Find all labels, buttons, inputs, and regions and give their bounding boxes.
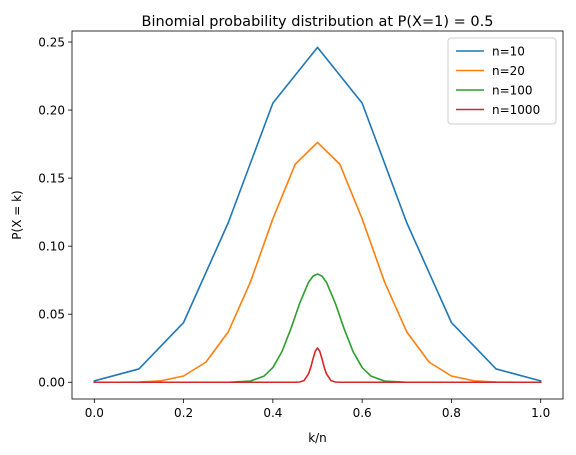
legend-label-2: n=100: [492, 83, 533, 97]
x-tick-label: 0.4: [263, 406, 282, 420]
y-tick-label: 0.15: [38, 171, 65, 185]
x-axis-title: k/n: [308, 431, 327, 445]
y-tick-label: 0.05: [38, 308, 65, 322]
x-axis: 0.0 0.2 0.4 0.6 0.8 1.0: [85, 399, 550, 420]
series-line-1: [93, 141, 542, 384]
series-layer: [93, 46, 542, 384]
y-tick-label: 0.20: [38, 103, 65, 117]
series-line-3: [93, 347, 542, 384]
chart-title: Binomial probability distribution at P(X…: [142, 14, 494, 30]
x-tick-label: 1.0: [531, 406, 550, 420]
axes-frame: [71, 30, 564, 400]
legend-box: [447, 37, 557, 125]
x-tick-label: 0.8: [442, 406, 461, 420]
series-line-0: [93, 46, 542, 382]
x-tick-label: 0.2: [174, 406, 193, 420]
y-tick-label: 0.10: [38, 239, 65, 253]
legend-label-3: n=1000: [492, 103, 540, 117]
legend: n=10 n=20 n=100 n=1000: [447, 37, 557, 125]
y-tick-label: 0.25: [38, 35, 65, 49]
x-tick-label: 0.6: [353, 406, 372, 420]
y-axis: 0.00 0.05 0.10 0.15 0.20 0.25: [38, 35, 72, 390]
y-tick-label: 0.00: [38, 376, 65, 390]
x-tick-label: 0.0: [85, 406, 104, 420]
legend-label-0: n=10: [492, 44, 525, 58]
series-line-2: [93, 273, 542, 384]
y-axis-title: P(X = k): [10, 190, 24, 239]
legend-label-1: n=20: [492, 64, 525, 78]
